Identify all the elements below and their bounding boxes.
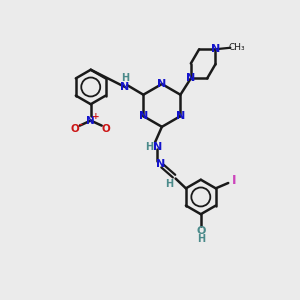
Text: N: N [86,116,95,126]
Text: N: N [139,111,148,121]
Text: N: N [186,74,195,83]
Text: N: N [120,82,130,92]
Text: I: I [232,174,236,188]
Text: H: H [121,73,129,83]
Text: N: N [157,79,167,89]
Text: N: N [176,111,185,121]
Text: +: + [92,112,100,121]
Text: CH₃: CH₃ [229,43,245,52]
Text: N: N [156,159,165,169]
Text: O: O [70,124,79,134]
Text: N: N [152,142,162,152]
Text: -: - [78,120,82,130]
Text: N: N [211,44,220,54]
Text: O: O [101,124,110,134]
Text: H: H [197,234,205,244]
Text: H: H [165,179,173,189]
Text: H: H [145,142,153,152]
Text: O: O [196,226,206,236]
